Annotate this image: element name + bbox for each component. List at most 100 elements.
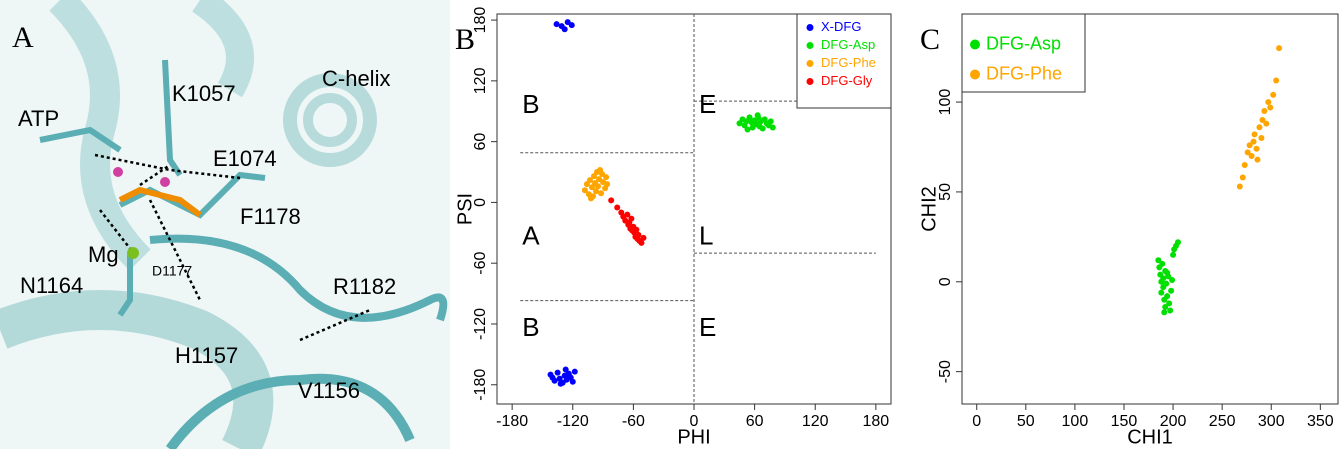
- point: [586, 177, 593, 184]
- point: [587, 195, 594, 202]
- point: [1239, 174, 1246, 181]
- point: [640, 234, 647, 241]
- legend-label: DFG-Asp: [986, 33, 1061, 53]
- region-label: E: [699, 312, 716, 342]
- x-tick-label: 350: [1307, 413, 1334, 430]
- point: [1164, 269, 1171, 276]
- point: [557, 380, 564, 387]
- residue-label: H1157: [175, 343, 238, 368]
- panel-label: A: [12, 21, 34, 54]
- plot-frame: [961, 13, 1339, 405]
- legend-marker: [806, 42, 814, 49]
- legend-marker: [970, 69, 980, 80]
- x-tick-label: 100: [1062, 413, 1089, 430]
- ribbon: [0, 290, 274, 449]
- point: [767, 118, 774, 125]
- point: [561, 26, 568, 33]
- x-tick-label: 0: [690, 413, 699, 430]
- residue-label: F1178: [240, 204, 301, 229]
- point: [549, 374, 556, 381]
- point: [1270, 91, 1277, 98]
- y-tick-label: 50: [937, 183, 954, 201]
- x-axis-title: PHI: [677, 426, 710, 448]
- point: [1258, 135, 1265, 142]
- point: [638, 239, 645, 246]
- point: [608, 197, 615, 204]
- point: [1236, 183, 1243, 190]
- residue-label: C-helix: [322, 66, 390, 91]
- phosphates: [118, 186, 202, 218]
- point: [746, 114, 753, 121]
- point: [1166, 300, 1173, 307]
- y-tick-label: -50: [937, 360, 954, 383]
- y-axis-title: CHI2: [918, 186, 940, 232]
- y-tick-label: 180: [472, 7, 489, 34]
- point: [1159, 260, 1166, 267]
- point: [1267, 104, 1274, 111]
- point: [633, 226, 640, 233]
- x-tick-label: 250: [1209, 413, 1236, 430]
- x-tick-label: 180: [862, 413, 889, 430]
- point: [1170, 251, 1177, 258]
- legend-box: [961, 13, 1086, 93]
- x-tick-label: -180: [496, 413, 528, 430]
- x-tick-label: 300: [1258, 413, 1285, 430]
- point: [1253, 145, 1260, 152]
- x-tick-label: 60: [746, 413, 764, 430]
- point: [603, 174, 610, 181]
- point: [1174, 239, 1181, 246]
- structure-panel: [0, 0, 450, 449]
- point: [1169, 276, 1176, 283]
- point: [598, 190, 605, 197]
- point: [566, 373, 573, 380]
- point: [1261, 108, 1268, 115]
- point: [554, 369, 561, 376]
- point: [755, 115, 762, 122]
- x-tick-label: 200: [1160, 413, 1187, 430]
- point: [604, 181, 611, 188]
- point: [1162, 303, 1169, 310]
- residue-label: E1074: [213, 146, 277, 171]
- region-label: B: [522, 89, 539, 119]
- legend-label: DFG-Phe: [821, 55, 876, 70]
- water: [113, 167, 123, 177]
- point: [744, 126, 751, 133]
- region-label: A: [522, 221, 540, 251]
- region-label: B: [522, 312, 539, 342]
- panel-label: C: [920, 23, 940, 56]
- point: [581, 187, 588, 194]
- point: [1256, 124, 1263, 131]
- point: [614, 204, 621, 211]
- point: [571, 368, 578, 375]
- legend-label: DFG-Asp: [821, 37, 875, 52]
- point: [1163, 280, 1170, 287]
- legend-marker: [970, 39, 980, 50]
- point: [1254, 156, 1261, 163]
- x-axis-title: CHI1: [1127, 426, 1173, 448]
- h-bonds: [94, 153, 371, 342]
- helix: [303, 93, 357, 147]
- x-tick-label: 120: [802, 413, 829, 430]
- x-tick-label: -60: [622, 413, 645, 430]
- point: [1250, 138, 1257, 145]
- point: [593, 188, 600, 195]
- legend-label: DFG-Phe: [986, 63, 1062, 83]
- point: [1263, 120, 1270, 127]
- residue-label: D1177: [152, 263, 192, 279]
- y-tick-label: -120: [472, 308, 489, 340]
- residue-label: N1164: [20, 273, 83, 298]
- residue-label: V1156: [298, 378, 360, 403]
- legend-label: X-DFG: [821, 19, 861, 34]
- ribbon: [191, 0, 254, 98]
- point: [1251, 131, 1258, 138]
- point: [1168, 287, 1175, 294]
- residue-label: R1182: [333, 274, 396, 299]
- point: [759, 125, 766, 132]
- point: [597, 167, 604, 173]
- point: [1241, 161, 1248, 168]
- point: [568, 22, 575, 29]
- point: [624, 211, 631, 218]
- panel-label: B: [455, 23, 475, 56]
- residue-label: K1057: [172, 81, 236, 106]
